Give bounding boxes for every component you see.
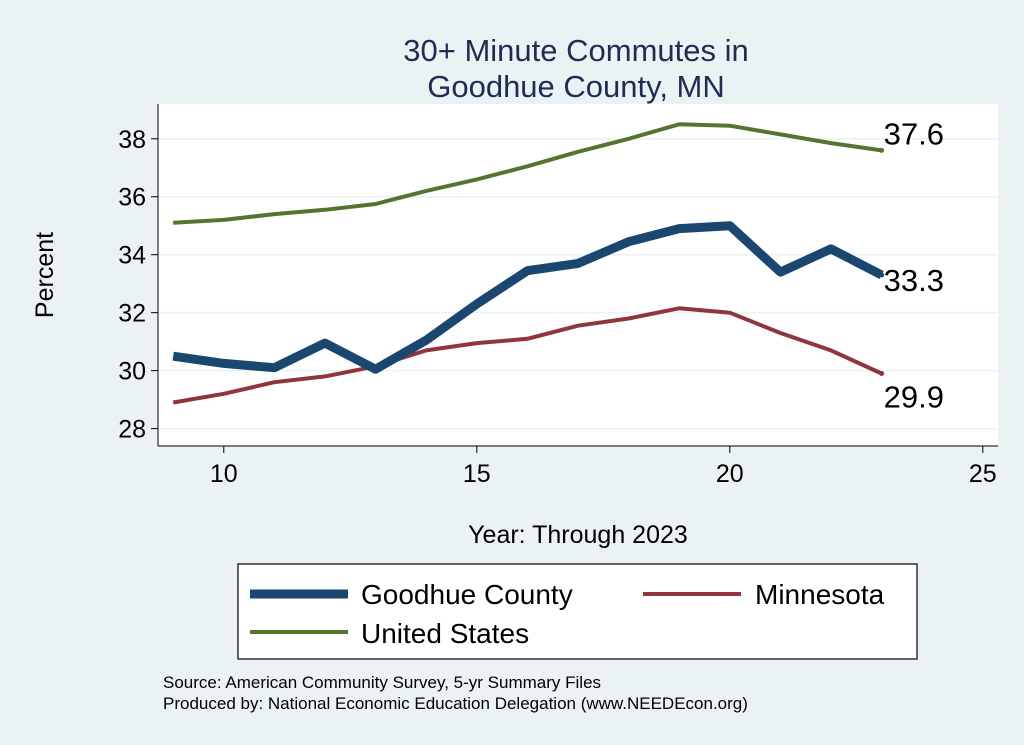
end-point bbox=[879, 147, 885, 153]
x-axis-label: Year: Through 2023 bbox=[468, 521, 688, 549]
chart-title-line1: 30+ Minute Commutes in bbox=[403, 33, 748, 68]
end-point bbox=[879, 272, 885, 278]
legend-label-goodhue: Goodhue County bbox=[361, 579, 573, 610]
y-tick-label: 36 bbox=[118, 184, 146, 212]
y-tick-label: 32 bbox=[118, 300, 146, 328]
y-axis-label: Percent bbox=[31, 232, 59, 318]
y-tick-label: 30 bbox=[118, 358, 146, 386]
y-tick-label: 28 bbox=[118, 416, 146, 444]
legend-label-us: United States bbox=[361, 618, 529, 649]
x-tick-label: 25 bbox=[969, 460, 997, 488]
legend-label-minnesota: Minnesota bbox=[755, 579, 885, 610]
source-note: Source: American Community Survey, 5-yr … bbox=[163, 673, 601, 692]
series-line-minnesota bbox=[172, 306, 883, 405]
producer-note: Produced by: National Economic Education… bbox=[163, 694, 748, 713]
end-point bbox=[879, 371, 885, 377]
legend: Goodhue County Minnesota United States bbox=[237, 563, 918, 660]
x-tick-label: 10 bbox=[210, 460, 238, 488]
plot-area bbox=[158, 104, 998, 446]
x-tick-label: 15 bbox=[463, 460, 491, 488]
y-tick-label: 34 bbox=[118, 242, 146, 270]
end-value-label: 29.9 bbox=[884, 380, 944, 415]
series-line-goodhue-county bbox=[172, 221, 884, 374]
y-tick-label: 38 bbox=[118, 126, 146, 154]
chart-title-line2: Goodhue County, MN bbox=[427, 69, 725, 104]
end-value-label: 33.3 bbox=[884, 263, 944, 298]
x-tick-label: 20 bbox=[716, 460, 744, 488]
series-line-united-states bbox=[173, 122, 882, 225]
end-value-label: 37.6 bbox=[884, 116, 944, 151]
